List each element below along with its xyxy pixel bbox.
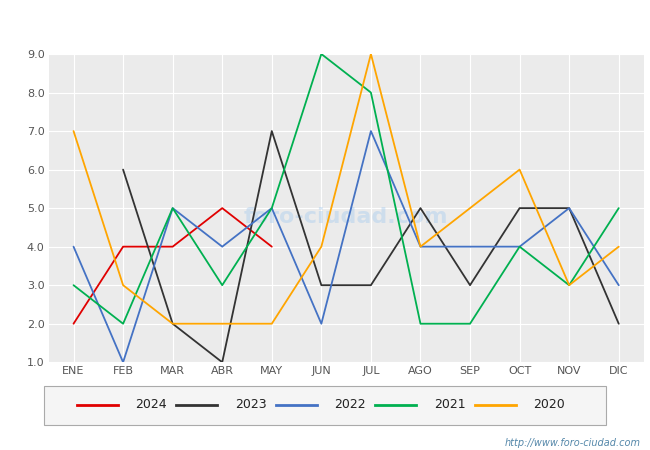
Text: 2021: 2021 xyxy=(434,399,465,411)
Text: 2023: 2023 xyxy=(235,399,266,411)
Text: foro-ciudad.com: foro-ciudad.com xyxy=(244,207,448,227)
FancyBboxPatch shape xyxy=(44,386,606,425)
Text: Matriculaciones de Vehiculos en Santa Eugènia de Berga: Matriculaciones de Vehiculos en Santa Eu… xyxy=(117,16,533,32)
Text: 2024: 2024 xyxy=(135,399,167,411)
Text: http://www.foro-ciudad.com: http://www.foro-ciudad.com xyxy=(504,438,640,448)
Text: 2022: 2022 xyxy=(334,399,366,411)
Text: 2020: 2020 xyxy=(533,399,565,411)
